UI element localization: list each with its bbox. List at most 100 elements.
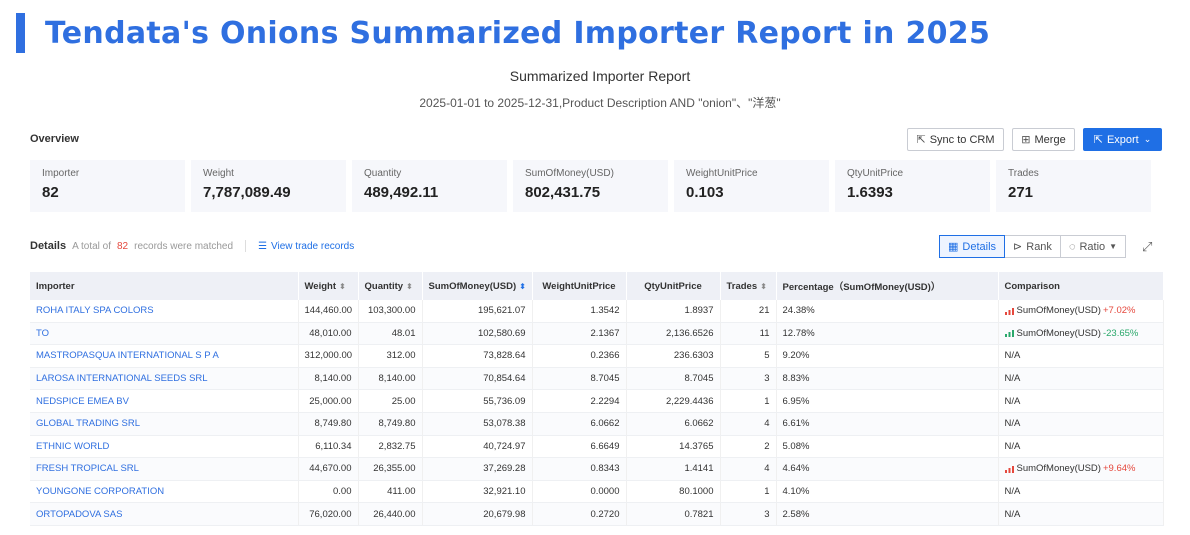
table-header-row: Importer Weight ⬍ Quantity ⬍ SumOfMoney(US… [30,272,1164,300]
weight-unit-price-cell: 8.7045 [532,367,627,391]
comparison-label: SumOfMoney(USD) [1016,305,1101,317]
view-details-button[interactable]: ▦ Details [939,235,1006,258]
importer-link[interactable]: GLOBAL TRADING SRL [30,412,299,436]
stats-row: Importer 82 Weight 7,787,089.49 Quantity… [30,160,1151,212]
stat-label: Weight [203,168,234,179]
qty-unit-price-cell: 14.3765 [626,435,721,459]
banner: Tendata's Onions Summarized Importer Rep… [16,12,990,54]
table-row: ORTOPADOVA SAS 76,020.00 26,440.00 20,679.9… [30,502,1164,526]
importer-link[interactable]: ETHNIC WORLD [30,435,299,459]
table-row: TO 48,010.00 48.01 102,580.69 2.1367 2,136.65… [30,322,1164,346]
trades-cell: 3 [720,367,777,391]
trades-cell: 2 [720,435,777,459]
comparison-cell: N/A [998,367,1164,391]
stat-label: QtyUnitPrice [847,168,904,179]
total-prefix: A total of [72,240,111,252]
quantity-cell: 103,300.00 [358,300,423,323]
weight-unit-price-cell: 0.0000 [532,480,627,504]
sync-icon: ⇱ [916,134,926,146]
importer-link[interactable]: LAROSA INTERNATIONAL SEEDS SRL [30,367,299,391]
quantity-cell: 26,355.00 [358,457,423,481]
view-ratio-button[interactable]: ◌ Ratio ▼ [1059,235,1127,258]
sort-icon: ⬍ [406,281,413,291]
divider [245,240,247,252]
comparison-cell: N/A [998,480,1164,504]
sync-to-crm-button[interactable]: ⇱ Sync to CRM [907,128,1004,151]
merge-button[interactable]: ⊞ Merge [1012,128,1075,151]
table-row: FRESH TROPICAL SRL 44,670.00 26,355.00 37,2… [30,457,1164,481]
percentage-cell: 4.10% [776,480,999,504]
comparison-cell: N/A [998,412,1164,436]
sum-of-money-cell: 32,921.10 [422,480,533,504]
records-icon: ☰ [258,240,268,252]
importer-link[interactable]: YOUNGONE CORPORATION [30,480,299,504]
merge-label: Merge [1034,133,1066,146]
quantity-cell: 8,749.80 [358,412,423,436]
comparison-label: SumOfMoney(USD) [1016,463,1101,475]
weight-unit-price-cell: 6.0662 [532,412,627,436]
table-row: MASTROPASQUA INTERNATIONAL S P A 312,000.… [30,344,1164,368]
merge-icon: ⊞ [1021,134,1031,146]
stat-label: WeightUnitPrice [686,168,758,179]
stat-importer: Importer 82 [30,160,185,212]
export-icon: ⇱ [1093,134,1103,146]
comparison-cell: SumOfMoney(USD) -23.65% [998,322,1164,346]
percentage-cell: 4.64% [776,457,999,481]
banner-accent-bar [16,13,25,53]
banner-title: Tendata's Onions Summarized Importer Rep… [45,15,991,51]
weight-cell: 0.00 [298,480,359,504]
importer-link[interactable]: ORTOPADOVA SAS [30,502,299,526]
weight-cell: 144,460.00 [298,300,359,323]
sum-of-money-cell: 70,854.64 [422,367,533,391]
export-button[interactable]: ⇱ Export ⌄ [1083,128,1162,151]
stat-value: 1.6393 [847,184,893,201]
ratio-icon: ◌ [1068,240,1076,253]
trades-cell: 11 [720,322,777,346]
qty-unit-price-cell: 2,136.6526 [626,322,721,346]
weight-cell: 25,000.00 [298,389,359,413]
sum-of-money-cell: 53,078.38 [422,412,533,436]
col-quantity[interactable]: Quantity ⬍ [358,272,423,300]
sort-icon: ⬍ [760,281,767,291]
importer-table: Importer Weight ⬍ Quantity ⬍ SumOfMoney(US… [30,272,1164,526]
weight-unit-price-cell: 0.2720 [532,502,627,526]
quantity-cell: 26,440.00 [358,502,423,526]
stat-label: SumOfMoney(USD) [525,168,614,179]
comparison-cell: N/A [998,389,1164,413]
weight-unit-price-cell: 2.1367 [532,322,627,346]
importer-link[interactable]: MASTROPASQUA INTERNATIONAL S P A [30,344,299,368]
view-rank-button[interactable]: ⊳ Rank [1004,235,1061,258]
weight-cell: 44,670.00 [298,457,359,481]
stat-value: 489,492.11 [364,184,439,201]
sum-of-money-cell: 37,269.28 [422,457,533,481]
qty-unit-price-cell: 8.7045 [626,367,721,391]
view-trade-records-link[interactable]: View trade records [271,240,355,252]
table-row: ROHA ITALY SPA COLORS 144,460.00 103,300.0… [30,300,1164,323]
qty-unit-price-cell: 1.8937 [626,300,721,323]
comparison-cell: N/A [998,435,1164,459]
stat-value: 0.103 [686,184,724,201]
weight-unit-price-cell: 0.8343 [532,457,627,481]
weight-cell: 6,110.34 [298,435,359,459]
col-weight-unit-price: WeightUnitPrice [532,272,627,300]
col-qty-unit-price: QtyUnitPrice [626,272,721,300]
sum-of-money-cell: 102,580.69 [422,322,533,346]
importer-link[interactable]: FRESH TROPICAL SRL [30,457,299,481]
trades-cell: 4 [720,412,777,436]
stat-value: 802,431.75 [525,184,601,201]
table-row: YOUNGONE CORPORATION 0.00 411.00 32,921.10 0… [30,480,1164,504]
col-sum-of-money[interactable]: SumOfMoney(USD) ⬍ [422,272,533,300]
importer-link[interactable]: TO [30,322,299,346]
quantity-cell: 25.00 [358,389,423,413]
expand-icon[interactable]: ⤢ [1142,239,1153,254]
col-trades[interactable]: Trades ⬍ [720,272,777,300]
chevron-down-icon: ⌄ [1143,134,1152,144]
importer-link[interactable]: ROHA ITALY SPA COLORS [30,300,299,323]
table-row: NEDSPICE EMEA BV 25,000.00 25.00 55,736.09 2… [30,389,1164,413]
table-icon: ▦ [948,241,959,253]
importer-link[interactable]: NEDSPICE EMEA BV [30,389,299,413]
comparison-delta: -23.65% [1102,327,1139,339]
col-weight[interactable]: Weight ⬍ [298,272,359,300]
rank-icon: ⊳ [1013,241,1023,253]
weight-cell: 312,000.00 [298,344,359,368]
